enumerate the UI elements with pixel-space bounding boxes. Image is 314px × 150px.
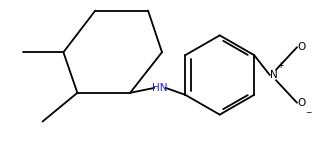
Text: O: O bbox=[297, 98, 306, 108]
Text: N: N bbox=[270, 70, 277, 80]
Text: +: + bbox=[277, 61, 284, 70]
Text: O: O bbox=[297, 42, 306, 52]
Text: HN: HN bbox=[152, 83, 168, 93]
Text: −: − bbox=[305, 108, 311, 117]
